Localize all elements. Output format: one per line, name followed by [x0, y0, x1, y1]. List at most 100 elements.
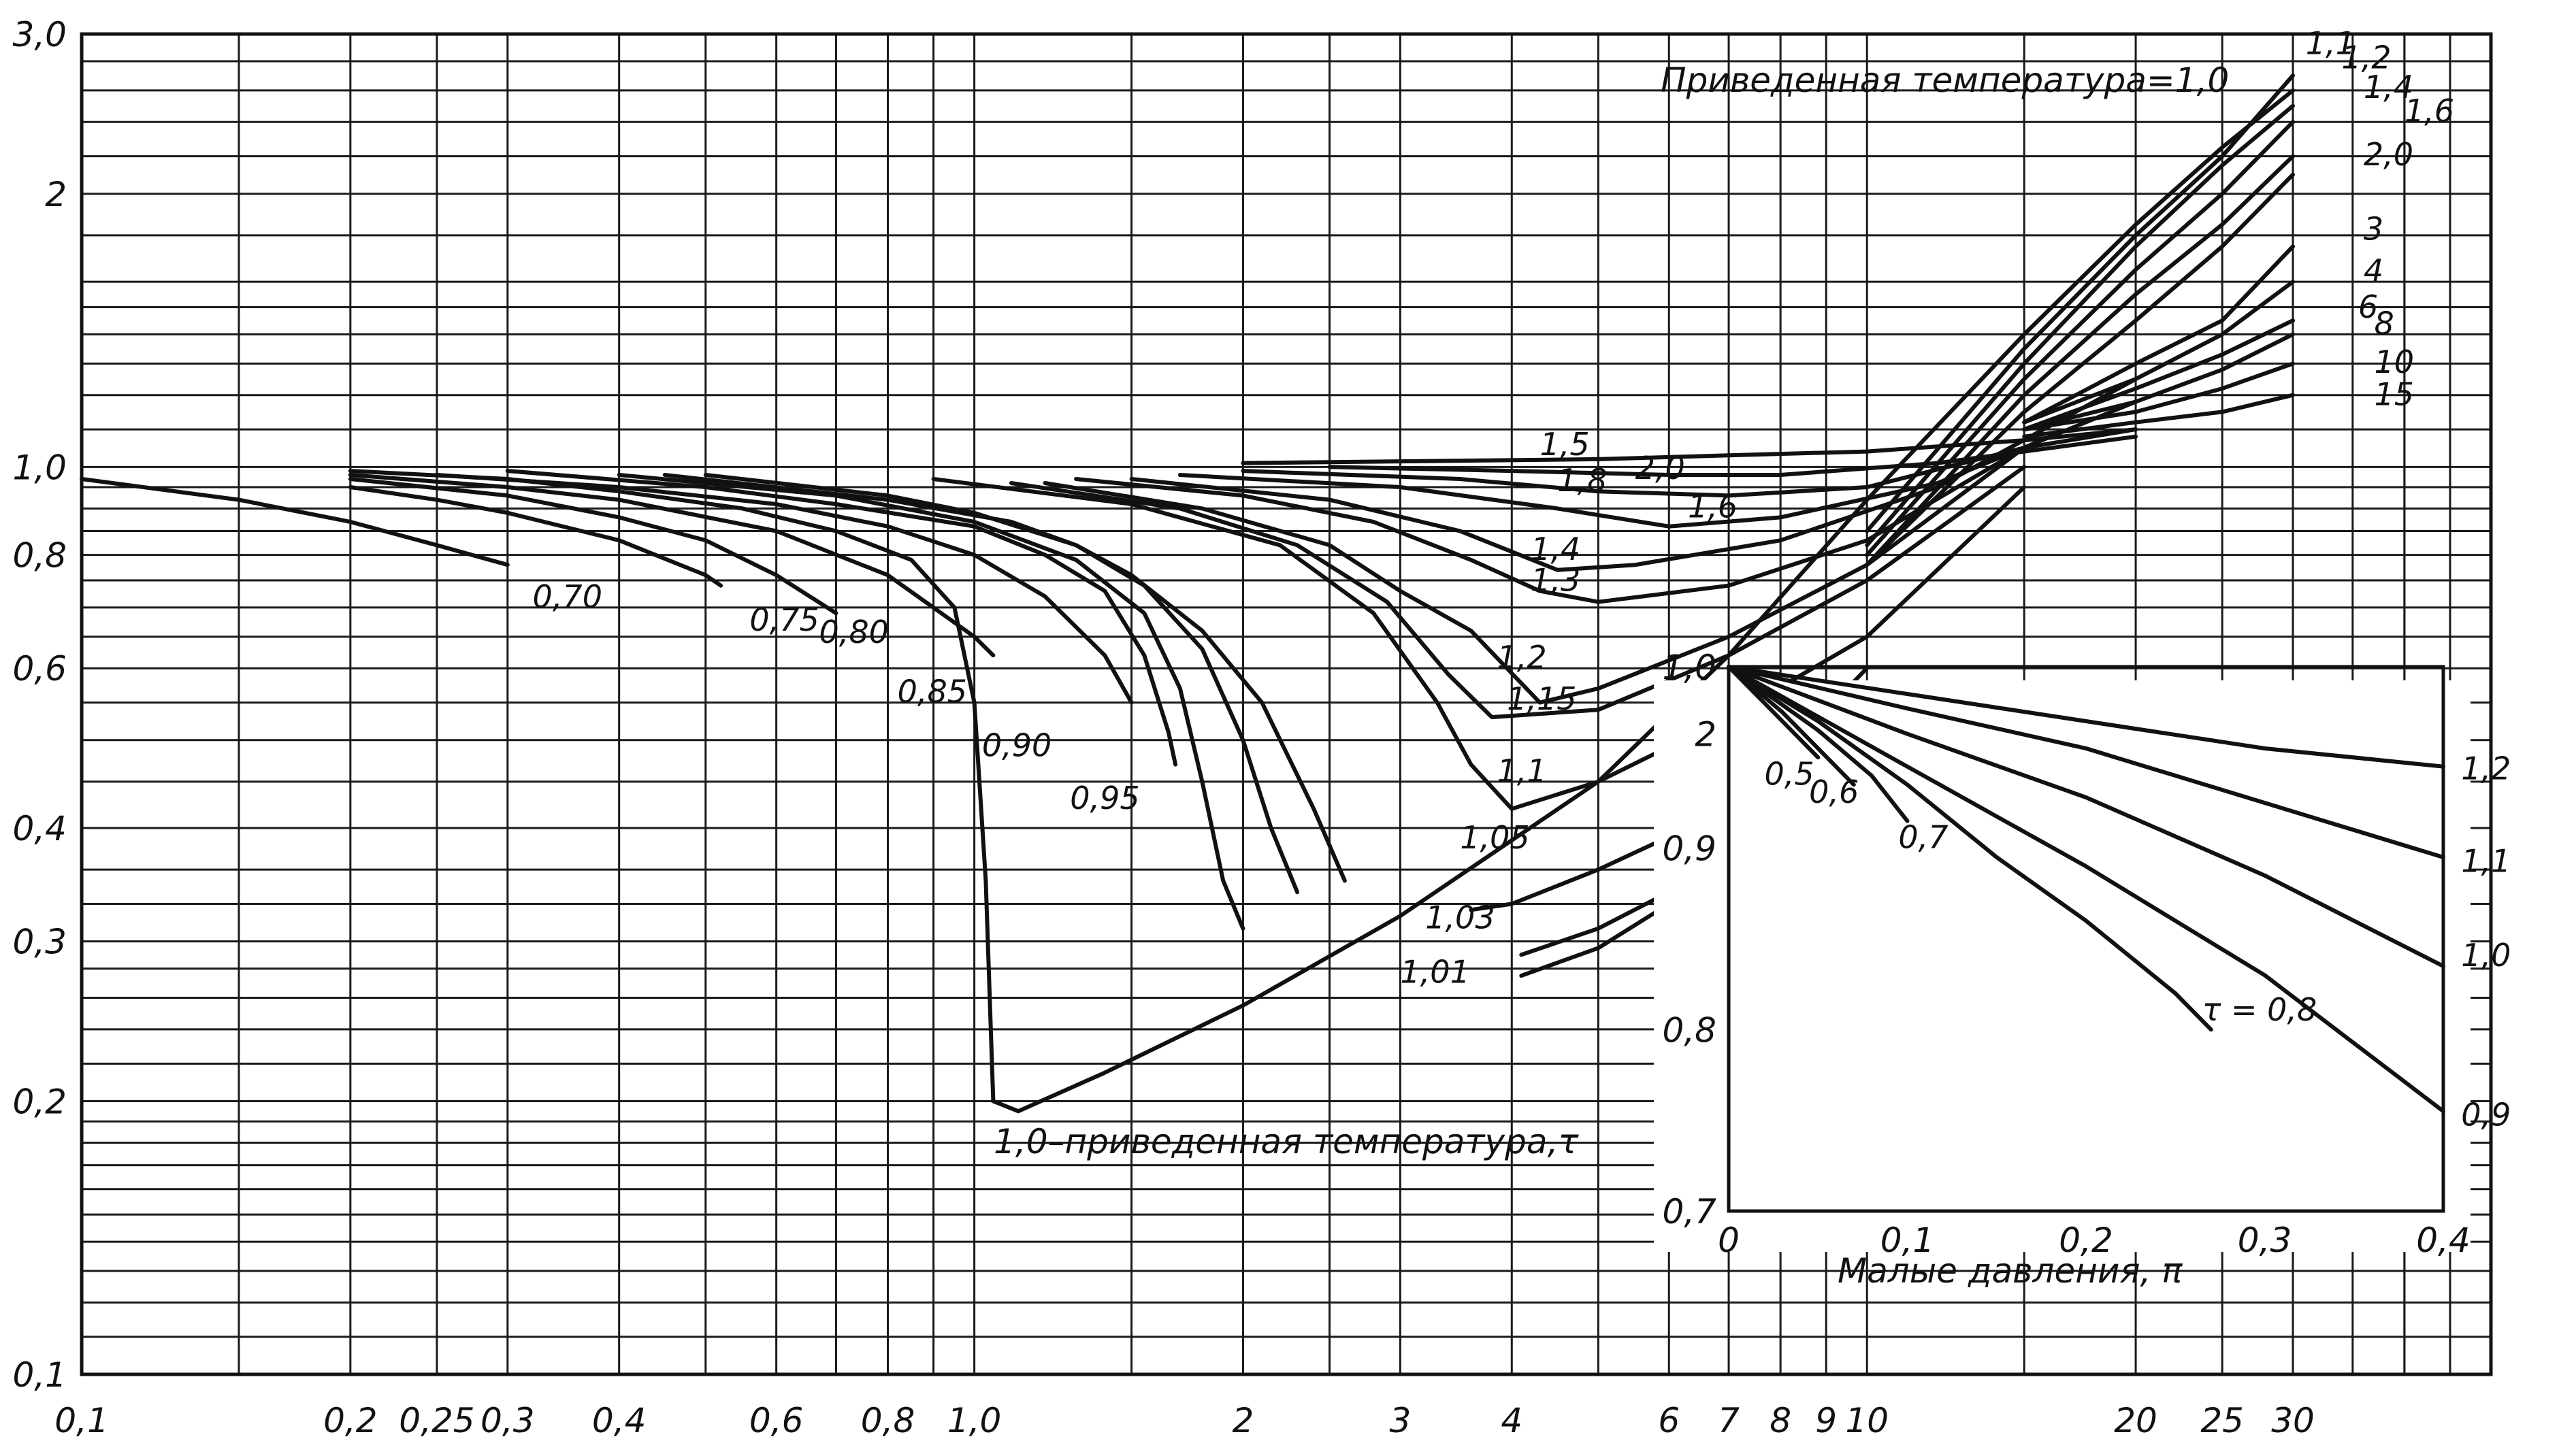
isotherm-curve — [2022, 244, 2295, 425]
x-tick-label: 20 — [2114, 1401, 2157, 1440]
y-tick-label: 0,8 — [12, 536, 67, 576]
isotherm-label: 1,6 — [1688, 488, 1738, 525]
isotherm-curve — [348, 485, 723, 588]
inset-curve-labels: 1,2 1,1 1,0 0,9 τ = 0,8 0,7 0,60,5 — [1765, 750, 2511, 1133]
isotherm-curve — [1241, 427, 2138, 465]
isotherm-curve — [1009, 465, 2027, 720]
isotherm-curve — [2022, 280, 2295, 425]
isotherm-label: 10 — [2374, 344, 2414, 380]
isotherm-label: 8 — [2374, 305, 2394, 342]
inset-y-tick-label: 0,8 — [1662, 1010, 1716, 1050]
x-tick-label: 10 — [1845, 1401, 1889, 1440]
inset-x-axis-label: Малые давления, π — [1838, 1251, 2183, 1291]
y-tick-label: 0,2 — [12, 1082, 67, 1122]
main-plot-frame — [80, 32, 2493, 1376]
isotherm-label: 1,03 — [1425, 899, 1495, 936]
isotherm-label: 0,95 — [1070, 780, 1139, 816]
reduced-temperature-caption: 1,0–приведенная температура,τ — [994, 1122, 1579, 1161]
inset-y-tick-label: 0,7 — [1662, 1192, 1716, 1231]
x-tick-label: 0,4 — [592, 1401, 647, 1440]
inset-isotherm-label: 1,2 — [2461, 750, 2511, 787]
isotherm-curve — [434, 473, 1134, 705]
isotherm-curve — [2022, 318, 2295, 432]
x-tick-label: 0,6 — [749, 1401, 804, 1440]
isotherm-label: 1,4 — [1531, 531, 1580, 567]
isotherm-label: 0,80 — [819, 614, 888, 650]
y-tick-label: 0,6 — [12, 649, 67, 689]
y-tick-label: 3,0 — [12, 15, 67, 54]
isotherm-label: 1,8 — [1557, 462, 1607, 499]
x-tick-label: 2 — [1233, 1401, 1254, 1440]
inset-isotherm-label: τ = 0,8 — [2202, 991, 2317, 1028]
y-tick-label: 2 — [45, 175, 67, 214]
isotherm-label: 0,85 — [898, 674, 967, 710]
isotherm-label: 1,1 — [1497, 752, 1547, 789]
inset-isotherm-label: 0,6 — [1809, 774, 1859, 810]
x-tick-label: 0,1 — [54, 1401, 109, 1440]
isotherm-curve — [1865, 154, 2295, 567]
isotherm-curve — [617, 473, 1245, 931]
x-tick-label: 9 — [1815, 1401, 1837, 1440]
isotherm-curve — [1043, 446, 2027, 705]
inset-x-tick-label: 0,3 — [2238, 1221, 2292, 1260]
isotherm-label: 1,15 — [1507, 680, 1576, 717]
isotherm-label: 6 — [2358, 288, 2378, 325]
isotherm-label: 1,6 — [2405, 93, 2454, 129]
inset-x-tick-label: 0,1 — [1880, 1221, 1935, 1260]
inset-y-tick-label: 2 — [1695, 715, 1716, 755]
isotherm-curve — [703, 473, 1347, 883]
x-tick-label: 30 — [2271, 1401, 2315, 1440]
y-tick-label: 0,3 — [12, 923, 67, 962]
isotherm-label: 1,05 — [1460, 819, 1529, 856]
isotherm-curve — [662, 473, 1300, 895]
inset-isotherm-label: 0,7 — [1898, 819, 1948, 856]
x-tick-label: 8 — [1770, 1401, 1791, 1440]
isotherm-curve — [1241, 427, 2138, 498]
inset-isotherm-label: 1,0 — [2461, 937, 2511, 974]
isotherm-curve — [2022, 332, 2295, 432]
x-tick-label: 0,8 — [861, 1401, 915, 1440]
inset-isotherm-curve — [1727, 665, 2445, 859]
isotherm-label: 2,0 — [1635, 450, 1685, 486]
isotherm-label: 0,90 — [982, 727, 1052, 763]
isotherm-curve — [1074, 446, 2027, 604]
x-tick-label: 3 — [1390, 1401, 1412, 1440]
isotherm-label: 1,2 — [2341, 39, 2391, 76]
inset-y-tick-label: 0,9 — [1662, 829, 1716, 869]
isotherm-curve — [2022, 361, 2295, 432]
isotherm-curve — [348, 473, 996, 658]
isotherm-curve — [2022, 393, 2295, 439]
isotherm-curve — [348, 88, 2295, 1114]
isotherm-label: 1,5 — [1539, 426, 1589, 463]
isotherm-curve — [1865, 172, 2295, 567]
inset-isotherm-curve — [1727, 665, 2445, 968]
isotherm-label: 15 — [2374, 376, 2414, 412]
inset-isotherm-curve — [1727, 665, 2445, 1114]
inset-x-tick-label: 0,2 — [2059, 1221, 2113, 1260]
isotherm-label: 4 — [2364, 252, 2383, 289]
main-curve-labels: 0,700,75 0,800,850,900,951,051,031,011,11… — [533, 25, 2454, 991]
isotherm-label: 1,1 — [2306, 25, 2356, 62]
isotherm-label: 1,01 — [1400, 954, 1469, 991]
inset-isotherm-curve — [1727, 665, 1856, 787]
isotherm-curve — [505, 469, 1178, 767]
inset-tick-labels: 0 0,1 0,2 0,3 0,4 0,7 0,8 0,9 2 1,0 — [1662, 648, 2470, 1260]
inset-cover — [1654, 680, 2471, 1252]
x-tick-label: 4 — [1501, 1401, 1522, 1440]
inset-isotherm-label: 1,1 — [2461, 842, 2511, 879]
isotherm-label: 1,3 — [1531, 562, 1580, 599]
x-tick-label: 7 — [1718, 1401, 1740, 1440]
inset-isotherm-curve — [1727, 665, 1910, 823]
inset-x-tick-label: 0 — [1718, 1221, 1740, 1260]
isotherm-curve — [1327, 434, 2138, 477]
inset-plot-frame — [1727, 665, 2445, 1213]
x-tick-label: 0,2 — [323, 1401, 378, 1440]
inset-isotherm-curve — [1727, 665, 1821, 760]
x-tick-label: 25 — [2200, 1401, 2244, 1440]
isotherm-curve — [1865, 73, 2295, 533]
main-tick-labels: 0,1 0,2 0,25 0,3 0,4 0,6 0,8 1,0 2 3 4 6 7 8 9 10 20 25 30… — [12, 15, 2314, 1440]
chart-title: Приведенная температура=1,0 — [1661, 61, 2229, 100]
x-tick-label: 6 — [1658, 1401, 1680, 1440]
inset-y-tick-label: 1,0 — [1662, 648, 1716, 687]
x-tick-label: 0,3 — [480, 1401, 535, 1440]
